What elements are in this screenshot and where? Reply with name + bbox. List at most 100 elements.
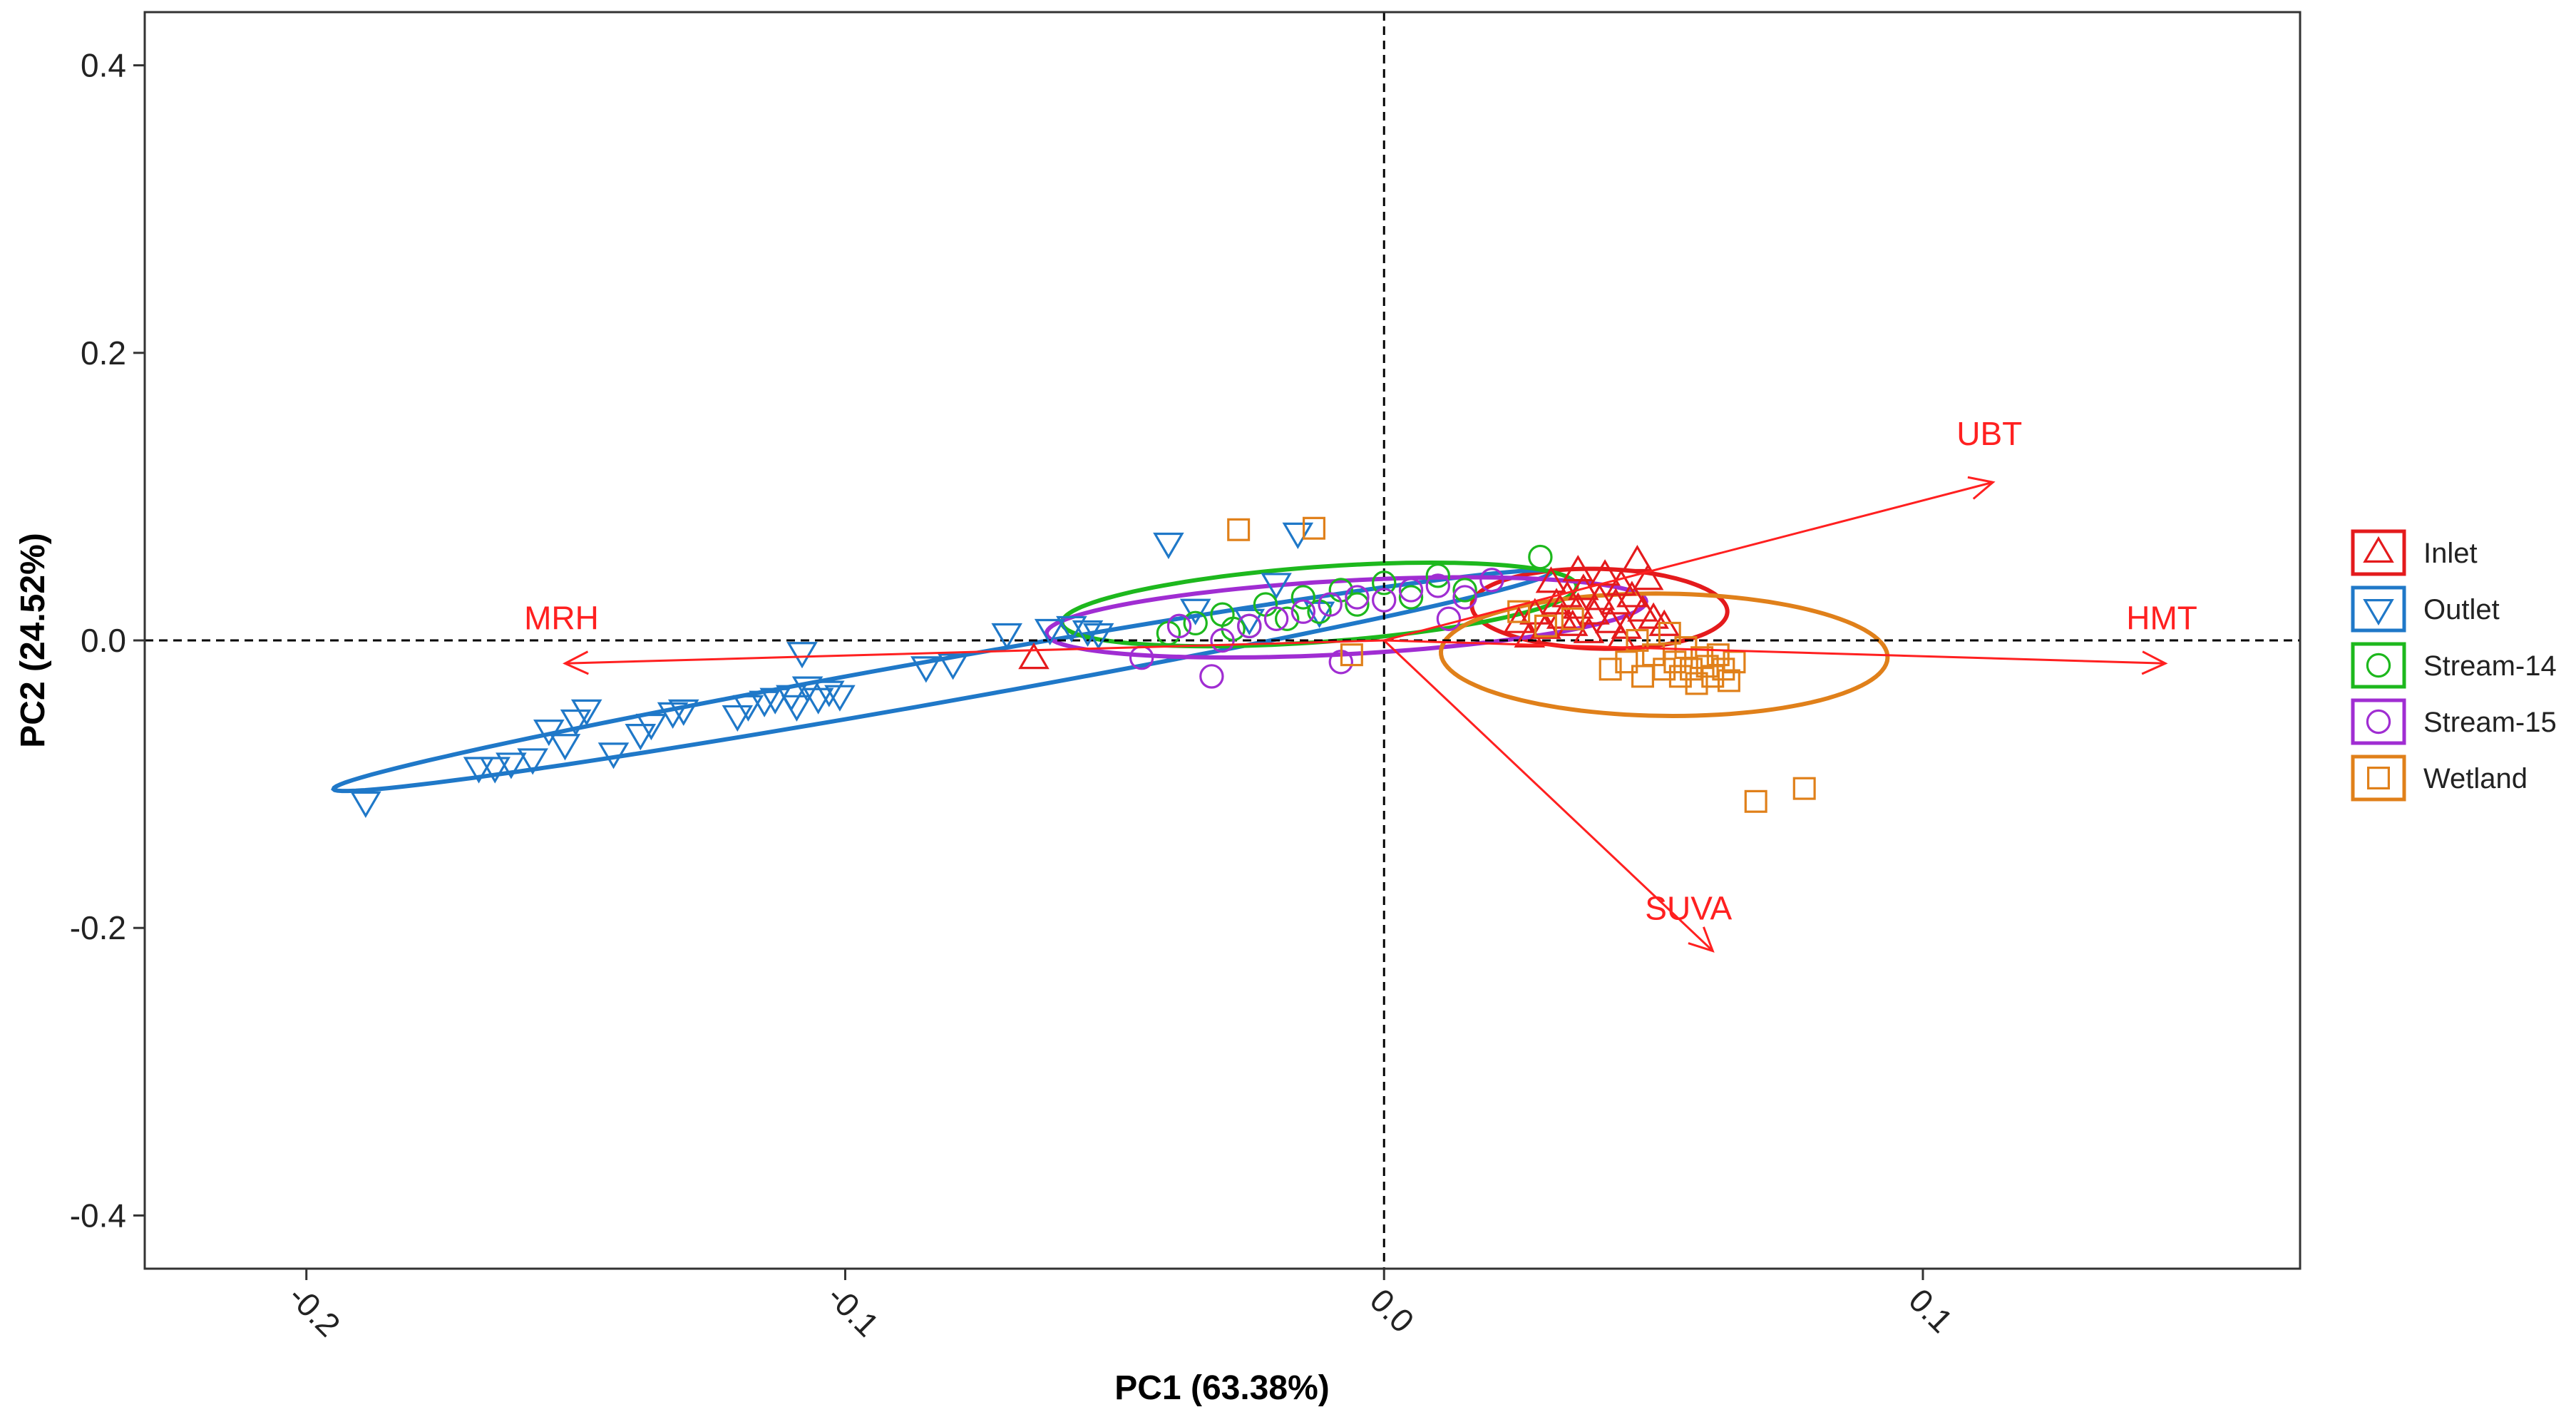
loading-label-mrh: MRH (524, 599, 599, 636)
y-tick-label: 0.0 (81, 622, 126, 659)
point-wetland (1507, 600, 1531, 623)
loading-label-ubt: UBT (1956, 415, 2022, 452)
loading-arrowhead-hmt (2141, 650, 2168, 675)
point-stream-15 (1372, 588, 1397, 613)
point-inlet (1616, 580, 1648, 608)
point-inlet (1018, 643, 1050, 670)
point-stream-15 (1290, 599, 1316, 624)
point-stream-15 (1345, 585, 1370, 610)
point-inlet (1638, 602, 1669, 629)
point-inlet (1562, 555, 1594, 582)
point-wetland (1626, 628, 1649, 652)
point-wetland (1534, 614, 1557, 638)
point-inlet (1589, 559, 1621, 586)
point-inlet (1579, 598, 1610, 625)
loading-label-suva: SUVA (1645, 889, 1732, 926)
point-wetland (1340, 643, 1363, 667)
point-outlet (570, 699, 602, 726)
legend-symbol-wetland (2367, 766, 2391, 789)
legend-symbol-stream-15 (2366, 709, 2391, 735)
loading-arrowhead-ubt (1967, 476, 1996, 500)
point-outlet (517, 748, 548, 775)
point-stream-15 (1398, 578, 1424, 603)
loading-arrowhead-suva (1688, 926, 1715, 953)
y-tick-label: -0.2 (70, 909, 126, 946)
point-outlet (991, 623, 1022, 650)
point-stream-15 (1237, 613, 1262, 639)
point-inlet (1627, 595, 1658, 622)
loading-arrowhead-mrh (563, 650, 589, 675)
y-axis-title: PC2 (24.52%) (14, 533, 52, 747)
legend-key-stream-15 (2351, 698, 2406, 745)
point-stream-15 (1263, 606, 1289, 631)
point-outlet (1153, 532, 1184, 560)
point-wetland (1717, 669, 1740, 692)
ellipse-outlet (331, 568, 1554, 794)
point-wetland (1561, 607, 1584, 630)
point-inlet (1600, 588, 1631, 615)
loading-arrow-hmt (1384, 639, 2166, 665)
point-outlet (722, 705, 754, 732)
x-axis-title: PC1 (63.38%) (1114, 1369, 1329, 1407)
point-stream-15 (1436, 606, 1462, 631)
legend: Inlet Outlet Stream-14 Stream-15 Wetland (2351, 529, 2557, 802)
point-outlet (496, 752, 527, 779)
ellipse-wetland (1438, 591, 1890, 719)
point-wetland (1599, 658, 1622, 681)
point-outlet (597, 742, 630, 769)
point-outlet (479, 757, 511, 784)
point-outlet (1082, 623, 1114, 650)
point-stream-14 (1452, 578, 1477, 603)
point-outlet (802, 687, 834, 715)
point-outlet (937, 653, 969, 680)
loading-label-hmt: HMT (2126, 599, 2197, 636)
point-outlet (824, 685, 856, 712)
legend-label-wetland: Wetland (2423, 763, 2528, 794)
point-outlet (781, 695, 813, 722)
legend-label-outlet: Outlet (2423, 594, 2500, 625)
point-wetland (1302, 516, 1325, 540)
point-inlet (1594, 606, 1626, 633)
y-axis: -0.4 -0.2 0.0 0.2 0.4 (70, 47, 145, 1234)
point-wetland (1658, 621, 1681, 645)
loading-arrow-mrh (565, 639, 1385, 665)
point-stream-15 (1199, 664, 1224, 689)
point-inlet (1562, 592, 1594, 619)
point-outlet (560, 709, 592, 737)
legend-key-inlet (2351, 529, 2406, 576)
point-stream-14 (1183, 610, 1208, 636)
point-outlet (635, 713, 667, 741)
point-wetland (1227, 518, 1251, 541)
loading-arrow-suva (1383, 639, 1714, 952)
legend-symbol-stream-14 (2366, 653, 2391, 678)
point-outlet (533, 719, 565, 747)
point-outlet (910, 656, 942, 683)
point-stream-15 (1425, 573, 1451, 598)
point-stream-14 (1372, 571, 1397, 595)
point-outlet (350, 791, 381, 818)
point-inlet (1535, 566, 1567, 593)
legend-symbol-inlet (2363, 536, 2394, 563)
point-stream-14 (1290, 585, 1316, 610)
point-stream-15 (1210, 628, 1235, 653)
point-outlet (814, 680, 845, 707)
point-inlet (1605, 569, 1637, 596)
point-inlet (1503, 606, 1534, 633)
loading-vectors: MRH UBT HMT SUVA (524, 415, 2197, 953)
point-inlet (1621, 544, 1653, 572)
point-stream-14 (1425, 563, 1451, 588)
legend-symbol-outlet (2363, 598, 2394, 626)
point-inlet (1530, 612, 1561, 639)
legend-key-outlet (2351, 585, 2406, 633)
point-inlet (1632, 563, 1664, 590)
point-outlet (759, 687, 791, 715)
point-outlet (1072, 620, 1104, 648)
ellipse-stream-15 (1044, 575, 1648, 660)
point-outlet (1261, 573, 1292, 600)
point-wetland (1744, 789, 1767, 813)
legend-label-stream-14: Stream-14 (2423, 650, 2557, 682)
legend-label-inlet: Inlet (2423, 538, 2478, 569)
point-outlet (732, 695, 764, 722)
